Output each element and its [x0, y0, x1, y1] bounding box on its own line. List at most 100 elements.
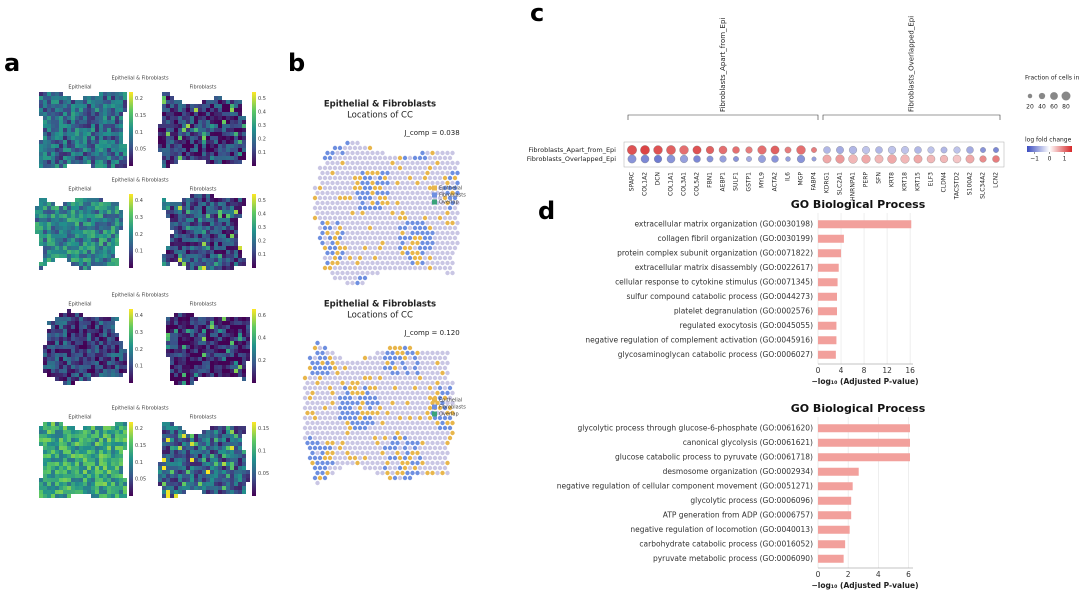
- heatmap-cell: [238, 341, 242, 345]
- heatmap-cell: [202, 357, 206, 361]
- heatmap-cell: [174, 333, 178, 337]
- heatmap-cell: [174, 353, 178, 357]
- heatmap-cell: [123, 92, 127, 96]
- map-spot: [320, 230, 325, 236]
- heatmap-cell: [218, 222, 222, 226]
- heatmap-cell: [55, 490, 59, 494]
- colorbar-tick-label: 0.3: [135, 330, 143, 336]
- heatmap-cell: [107, 140, 111, 144]
- heatmap-cell: [91, 329, 95, 333]
- heatmap-cell: [202, 438, 206, 442]
- map-spot: [362, 165, 368, 171]
- heatmap-cell: [166, 325, 170, 329]
- map-spot: [362, 155, 368, 161]
- heatmap-cell: [79, 116, 83, 120]
- heatmap-cell: [59, 108, 63, 112]
- heatmap-cell: [67, 202, 71, 206]
- heatmap-cell: [238, 349, 242, 353]
- heatmap-cell: [71, 474, 75, 478]
- dot: [796, 154, 806, 164]
- heatmap-cell: [111, 112, 115, 116]
- heatmap-cell: [107, 160, 111, 164]
- heatmap-cell: [214, 430, 218, 434]
- colorbar-tick-label: 0.15: [135, 443, 146, 449]
- map-spot: [442, 365, 448, 371]
- heatmap-cell: [234, 478, 238, 482]
- map-spot: [432, 355, 438, 361]
- map-spot: [327, 265, 333, 271]
- map-spot: [395, 240, 400, 246]
- heatmap-cell: [162, 152, 166, 156]
- map-spot: [350, 180, 355, 186]
- heatmap-cell: [182, 462, 186, 466]
- heatmap-cell: [83, 156, 87, 160]
- heatmap-cell: [111, 434, 115, 438]
- heatmap-cell: [111, 210, 115, 214]
- heatmap-cell: [63, 112, 67, 116]
- heatmap-cell: [43, 486, 47, 490]
- map-spot: [437, 215, 443, 221]
- map-spot: [330, 390, 335, 396]
- map-spot: [415, 160, 420, 166]
- heatmap-cell: [63, 104, 67, 108]
- heatmap-cell: [99, 446, 103, 450]
- map-spot: [422, 375, 428, 381]
- heatmap-cell: [83, 202, 87, 206]
- map-spot: [302, 395, 308, 401]
- map-spot: [315, 340, 320, 346]
- heatmap-cell: [119, 100, 123, 104]
- heatmap-cell: [95, 349, 99, 353]
- map-spot: [317, 205, 323, 211]
- heatmap-cell: [95, 357, 99, 361]
- heatmap-cell: [111, 450, 115, 454]
- map-spot: [390, 470, 395, 476]
- map-spot: [340, 360, 345, 366]
- heatmap-cell: [123, 482, 127, 486]
- map-spot: [332, 275, 338, 281]
- dot: [666, 145, 676, 155]
- heatmap-cell: [198, 218, 202, 222]
- heatmap-cell: [107, 148, 111, 152]
- heatmap-cell: [55, 96, 59, 100]
- heatmap-cell: [63, 164, 67, 168]
- map-spot: [425, 180, 430, 186]
- map-spot: [380, 450, 385, 456]
- map-spot: [425, 220, 430, 226]
- heatmap-cell: [99, 144, 103, 148]
- map-spot: [447, 165, 453, 171]
- map-spot: [390, 410, 395, 416]
- heatmap-cell: [222, 341, 226, 345]
- map-spot: [415, 180, 420, 186]
- heatmap-cell: [119, 120, 123, 124]
- heatmap-cell: [39, 156, 43, 160]
- map-spot: [312, 415, 318, 421]
- heatmap-cell: [202, 194, 206, 198]
- heatmap-cell: [115, 438, 119, 442]
- map-spot: [387, 165, 393, 171]
- map-spot: [402, 205, 408, 211]
- map-spot: [330, 400, 335, 406]
- heatmap-cell: [83, 198, 87, 202]
- dot: [758, 155, 766, 163]
- heatmap-cell: [107, 478, 111, 482]
- heatmap-cell: [218, 120, 222, 124]
- heatmap-cell: [111, 369, 115, 373]
- map-spot: [332, 395, 338, 401]
- heatmap-cell: [190, 238, 194, 242]
- heatmap-cell: [242, 486, 246, 490]
- heatmap-cell: [115, 466, 119, 470]
- map-spot: [432, 155, 438, 161]
- heatmap-cell: [71, 325, 75, 329]
- heatmap-cell: [222, 160, 226, 164]
- heatmap-cell: [55, 422, 59, 426]
- heatmap-cell: [230, 341, 234, 345]
- heatmap-cell: [194, 266, 198, 270]
- map-spot: [397, 405, 403, 411]
- heatmap-cell: [39, 140, 43, 144]
- heatmap-cell: [91, 486, 95, 490]
- heatmap-cell: [170, 434, 174, 438]
- heatmap-cell: [39, 242, 43, 246]
- map-spot: [360, 230, 365, 236]
- heatmap-cell: [218, 458, 222, 462]
- heatmap-cell: [178, 462, 182, 466]
